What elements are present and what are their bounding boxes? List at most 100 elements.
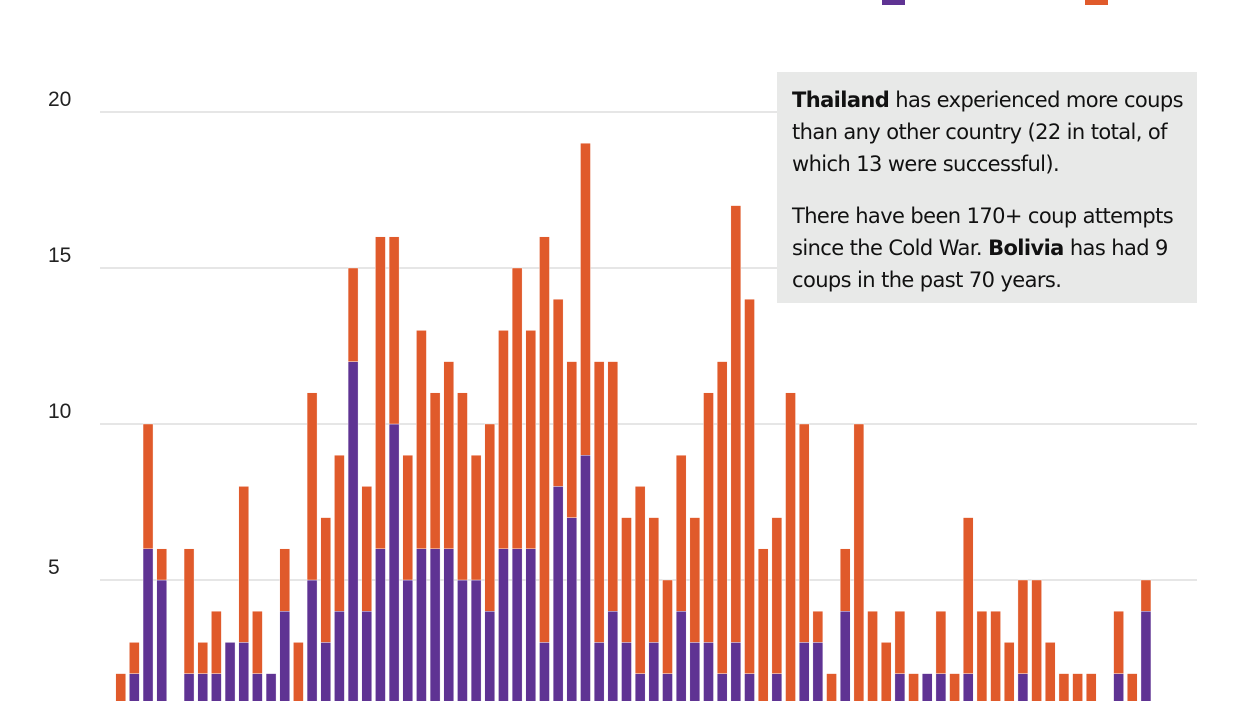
bar-segment-top xyxy=(279,548,290,612)
bar-segment-top xyxy=(115,673,126,701)
bar-segment-top xyxy=(593,361,605,643)
bar-segment-bottom xyxy=(416,548,427,701)
legend-swatch xyxy=(1085,0,1108,5)
bar-segment-bottom xyxy=(320,642,331,701)
bar-segment-bottom xyxy=(840,611,851,701)
bar-segment-bottom xyxy=(1017,673,1029,701)
bar-segment-top xyxy=(347,267,359,362)
bar-segment-top xyxy=(894,611,906,674)
bar-segment-bottom xyxy=(183,673,195,701)
bar-segment-top xyxy=(634,486,646,674)
bar-segment-top xyxy=(511,267,523,549)
bar-segment-top xyxy=(293,642,304,701)
bar-segment-bottom xyxy=(607,611,619,701)
bar-segment-top xyxy=(703,392,714,643)
bar-segment-top xyxy=(306,392,318,581)
bar-segment-bottom xyxy=(894,673,906,701)
bar-segment-bottom xyxy=(211,673,222,701)
bar-segment-top xyxy=(580,142,591,456)
bar-segment-bottom xyxy=(443,548,454,701)
bar-segment-bottom xyxy=(402,579,413,701)
bar-segment-bottom xyxy=(361,611,372,701)
bar-segment-top xyxy=(757,548,769,701)
bar-segment-top xyxy=(457,392,468,581)
bar-segment-top xyxy=(156,548,167,581)
bar-segment-bottom xyxy=(142,548,154,701)
note-text: has had 9 coups in the past 70 years. xyxy=(792,236,1168,292)
bar-segment-top xyxy=(129,642,140,674)
y-tick-label: 5 xyxy=(48,556,60,579)
bar-segment-bottom xyxy=(552,486,564,701)
bar-segment-bottom xyxy=(771,673,783,701)
bar-segment-top xyxy=(552,299,564,487)
legend-swatch xyxy=(882,0,905,5)
bar-segment-top xyxy=(334,455,345,612)
y-tick-label: 15 xyxy=(48,244,71,267)
bar-segment-top xyxy=(375,236,386,550)
bar-segment-bottom xyxy=(252,673,263,701)
bar-segment-top xyxy=(812,611,824,643)
bar-segment-top xyxy=(197,642,208,674)
bar-segment-bottom xyxy=(730,642,742,701)
bar-segment-top xyxy=(211,611,222,674)
bar-segment-top xyxy=(621,517,632,643)
bar-segment-bottom xyxy=(224,642,236,701)
bar-segment-top xyxy=(142,423,154,550)
bar-segment-top xyxy=(908,673,919,701)
bar-segment-bottom xyxy=(716,673,728,701)
bar-segment-top xyxy=(730,205,742,643)
bar-segment-top xyxy=(963,517,974,674)
bar-segment-top xyxy=(1017,579,1029,674)
y-axis-ticks: 5 10 15 20 xyxy=(48,88,71,579)
bar-segment-top xyxy=(744,299,755,674)
bar-segment-top xyxy=(675,455,687,612)
bar-segment-top xyxy=(689,517,701,643)
bar-segment-bottom xyxy=(388,423,400,701)
bar-segment-top xyxy=(881,642,892,701)
note-text: has experienced more coups than any othe… xyxy=(792,88,1184,176)
bar-segment-bottom xyxy=(593,642,605,701)
bar-segment-top xyxy=(361,486,372,612)
bar-segment-top xyxy=(976,611,988,701)
bar-segment-top xyxy=(484,423,495,612)
bar-segment-bottom xyxy=(511,548,523,701)
bar-segment-top xyxy=(525,330,536,549)
bar-segment-bottom xyxy=(1140,611,1152,701)
bar-segment-top xyxy=(1072,673,1083,701)
bar-segment-top xyxy=(470,455,482,581)
note-thailand: Thailand xyxy=(792,88,890,112)
bar-segment-top xyxy=(1113,611,1124,674)
bar-segment-bottom xyxy=(238,642,249,701)
bar-segment-bottom xyxy=(689,642,701,701)
bar-segment-bottom xyxy=(799,642,810,701)
bar-segment-bottom xyxy=(347,361,359,701)
bar-segment-bottom xyxy=(334,611,345,701)
bar-segment-top xyxy=(388,236,400,425)
bar-segment-bottom xyxy=(539,642,550,701)
bar-segment-top xyxy=(785,392,796,701)
note-paragraph-1: Thailand has experienced more coups than… xyxy=(792,84,1184,180)
bar-segment-top xyxy=(607,361,619,612)
bar-segment-top xyxy=(771,517,783,674)
bars xyxy=(115,142,1152,701)
bar-segment-top xyxy=(320,517,331,643)
bar-segment-bottom xyxy=(922,673,933,701)
bar-segment-bottom xyxy=(306,579,318,701)
bar-segment-top xyxy=(183,548,195,674)
y-tick-label: 10 xyxy=(48,400,71,423)
bar-segment-bottom xyxy=(525,548,536,701)
bar-segment-top xyxy=(949,673,960,701)
bar-segment-bottom xyxy=(197,673,208,701)
bar-segment-top xyxy=(429,392,441,549)
bar-segment-bottom xyxy=(703,642,714,701)
bar-segment-top xyxy=(990,611,1001,701)
bar-segment-bottom xyxy=(470,579,482,701)
bar-segment-bottom xyxy=(662,673,673,701)
y-tick-label: 20 xyxy=(48,88,71,111)
bar-segment-bottom xyxy=(375,548,386,701)
bar-segment-bottom xyxy=(279,611,290,701)
bar-segment-top xyxy=(840,548,851,612)
bar-segment-bottom xyxy=(935,673,947,701)
bar-segment-bottom xyxy=(156,579,167,701)
